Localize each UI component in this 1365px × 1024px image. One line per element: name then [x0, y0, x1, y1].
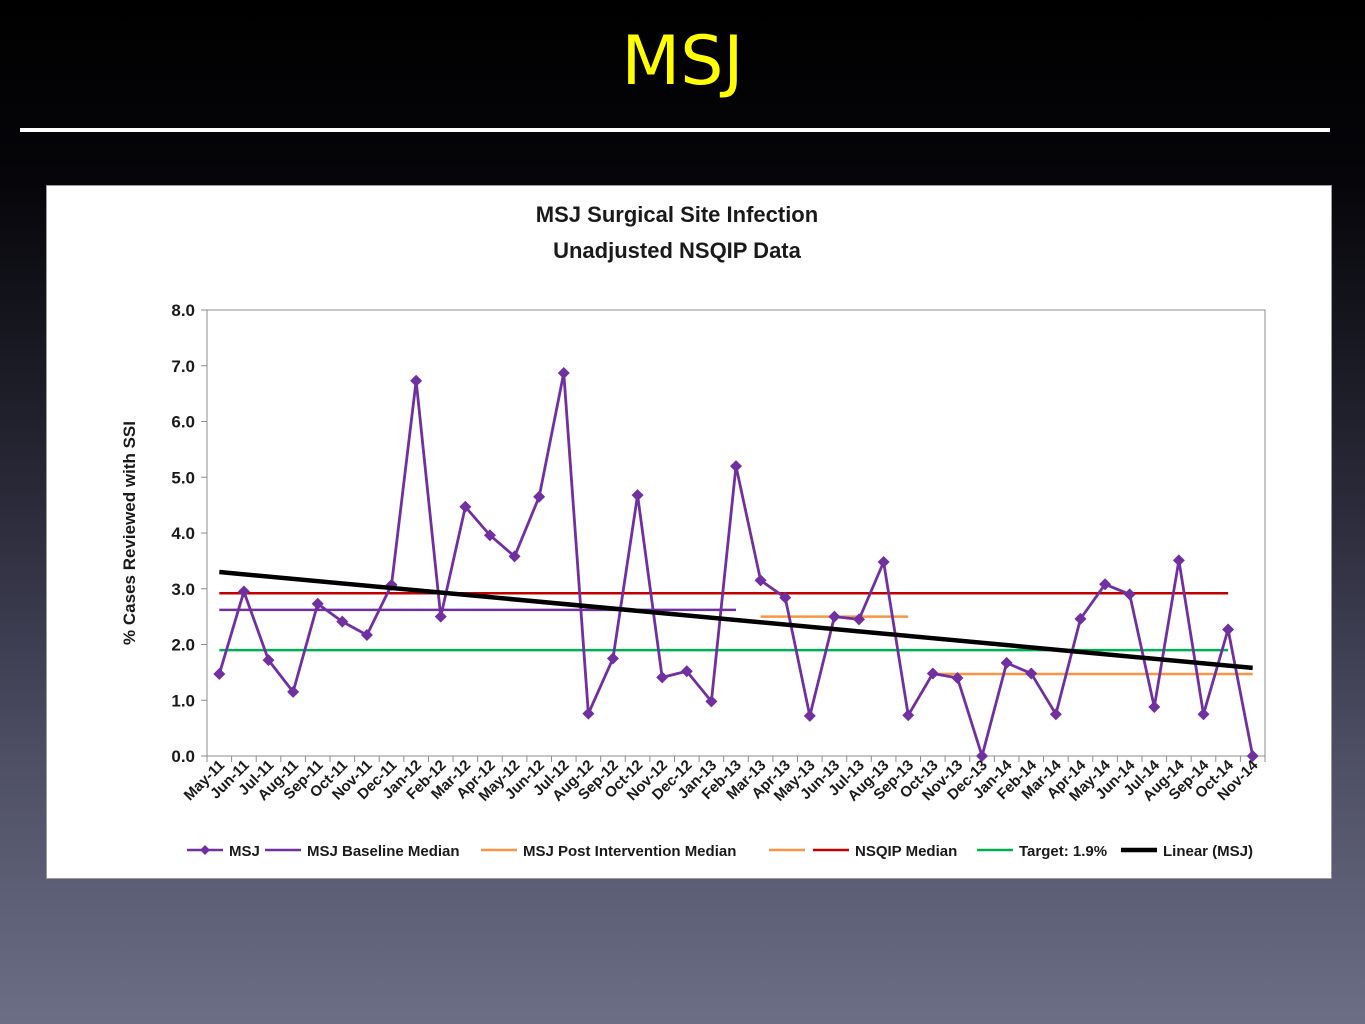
msj-data-point	[410, 374, 423, 387]
msj-data-point	[803, 709, 816, 722]
msj-data-point	[779, 591, 792, 604]
y-tick-label: 2.0	[171, 636, 195, 655]
plot-area	[206, 309, 1266, 757]
msj-data-point	[926, 667, 939, 680]
msj-data-point	[237, 585, 250, 598]
msj-data-point	[311, 597, 324, 610]
linear-trendline	[219, 569, 1253, 671]
msj-data-point	[385, 578, 398, 591]
title-divider	[20, 128, 1330, 132]
slide-title: MSJ	[621, 22, 744, 101]
msj-data-point	[360, 629, 373, 642]
msj-data-point	[434, 610, 447, 623]
legend-label: MSJ Baseline Median	[307, 843, 460, 860]
msj-data-point	[606, 652, 619, 665]
y-tick-label: 7.0	[171, 357, 195, 376]
y-axis-ticks: 0.0 1.0 2.0 3.0 4.0 5.0 6.0 7.0 8.0	[171, 301, 207, 766]
msj-data-point	[902, 709, 915, 722]
legend: MSJ MSJ Baseline Median MSJ Post Intervent…	[187, 843, 1253, 860]
msj-data-point	[680, 665, 693, 678]
msj-data-point	[705, 695, 718, 708]
y-tick-label: 4.0	[171, 524, 195, 543]
y-tick-label: 3.0	[171, 580, 195, 599]
msj-data-point	[828, 610, 841, 623]
msj-data-point	[1000, 656, 1013, 669]
y-tick-label: 8.0	[171, 301, 195, 320]
msj-data-point	[287, 685, 300, 698]
legend-label: Target: 1.9%	[1019, 843, 1107, 860]
chart-title: MSJ Surgical Site Infection	[536, 202, 818, 227]
msj-data-point	[483, 529, 496, 542]
msj-data-point	[1197, 708, 1210, 721]
y-tick-label: 1.0	[171, 691, 195, 710]
series-layer	[213, 366, 1259, 762]
x-axis-ticks: May-11Jun-11Jul-11Aug-11Sep-11Oct-11Nov-…	[181, 756, 1266, 805]
y-tick-label: 0.0	[171, 747, 195, 766]
msj-data-point	[459, 500, 472, 513]
msj-data-point	[1099, 578, 1112, 591]
y-tick-label: 6.0	[171, 413, 195, 432]
msj-data-point	[336, 615, 349, 628]
line-chart: MSJ Surgical Site Infection Unadjusted N…	[120, 202, 1266, 860]
msj-data-point	[730, 460, 742, 473]
legend-marker	[200, 845, 210, 855]
msj-data-point	[976, 750, 989, 762]
msj-data-point	[1172, 554, 1185, 567]
chart-panel: MSJ Surgical Site Infection Unadjusted N…	[46, 185, 1332, 879]
msj-data-point	[754, 574, 767, 587]
msj-data-point	[1246, 750, 1259, 762]
msj-data-point	[631, 489, 644, 502]
msj-data-point	[533, 490, 546, 503]
msj-data-point	[508, 550, 521, 563]
msj-data-point	[853, 613, 866, 626]
msj-data-point	[213, 668, 226, 681]
msj-data-point	[582, 707, 595, 720]
msj-data-point	[1222, 623, 1235, 636]
legend-label: Linear (MSJ)	[1163, 843, 1253, 860]
legend-label: NSQIP Median	[855, 843, 957, 860]
msj-data-point	[557, 366, 570, 379]
msj-data-point	[1123, 588, 1136, 601]
msj-data-point	[1148, 700, 1161, 713]
legend-label: MSJ	[229, 843, 260, 860]
msj-data-point	[1074, 612, 1087, 625]
y-tick-label: 5.0	[171, 468, 195, 487]
msj-data-point	[1049, 708, 1062, 721]
msj-data-point	[877, 555, 890, 568]
chart-subtitle: Unadjusted NSQIP Data	[553, 238, 802, 263]
msj-data-point	[656, 671, 669, 684]
legend-label: MSJ Post Intervention Median	[523, 843, 736, 860]
msj-data-point	[1025, 667, 1038, 680]
msj-data-point	[951, 671, 964, 684]
msj-data-point	[262, 654, 275, 667]
y-axis-label: % Cases Reviewed with SSI	[120, 421, 139, 645]
